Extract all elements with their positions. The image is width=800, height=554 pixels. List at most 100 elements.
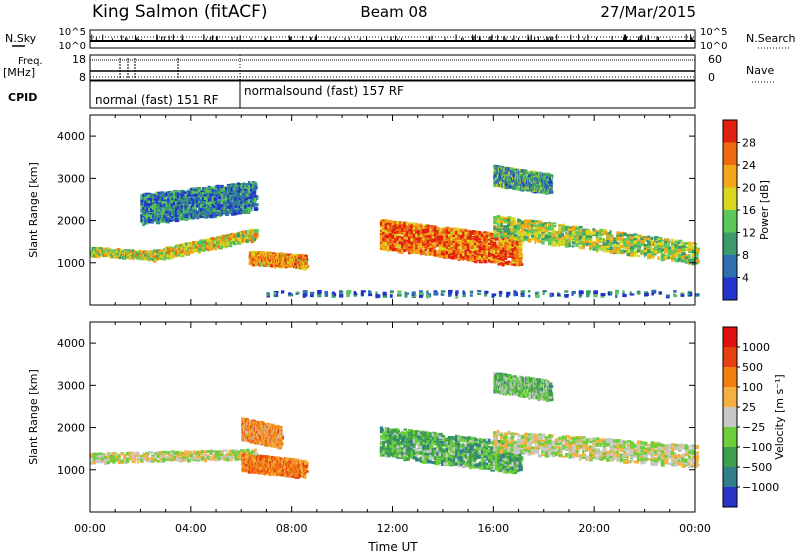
heatmap-cell — [464, 246, 466, 250]
heatmap-cell — [252, 191, 256, 194]
heatmap-cell — [455, 240, 457, 243]
heatmap-cell — [606, 235, 610, 238]
heatmap-cell — [500, 231, 503, 233]
station-title: King Salmon (fitACF) — [92, 2, 268, 22]
heatmap-cell — [420, 242, 422, 245]
heatmap-cell — [551, 243, 554, 246]
heatmap-cell — [545, 232, 548, 235]
heatmap-cell — [229, 199, 231, 202]
heatmap-cell — [575, 237, 579, 239]
heatmap-cell — [490, 240, 493, 243]
heatmap-cell — [493, 231, 496, 234]
heatmap-cell — [415, 247, 418, 249]
heatmap-cell — [177, 217, 179, 220]
heatmap-cell — [586, 236, 589, 238]
heatmap-cell — [429, 242, 431, 244]
heatmap-cell — [555, 243, 557, 247]
heatmap-cell — [516, 252, 518, 255]
heatmap-cell — [439, 233, 441, 235]
heatmap-cell — [579, 246, 582, 249]
heatmap-cell — [502, 263, 505, 267]
heatmap-cell — [422, 233, 424, 236]
heatmap-cell — [502, 253, 505, 257]
heatmap-cell — [446, 255, 448, 259]
heatmap-cell — [406, 242, 408, 246]
heatmap-cell — [460, 232, 462, 234]
heatmap-cell — [233, 196, 235, 199]
heatmap-cell — [504, 220, 508, 222]
heatmap-cell — [415, 250, 417, 253]
heatmap-cell — [142, 213, 144, 216]
heatmap-cell — [514, 263, 517, 266]
heatmap-cell — [254, 203, 257, 206]
heatmap-cell — [551, 234, 554, 238]
heatmap-cell — [490, 249, 492, 252]
heatmap-cell — [551, 222, 556, 224]
nsearch-tick-top: 10^5 — [700, 27, 727, 38]
heatmap-cell — [548, 226, 550, 229]
heatmap-cell — [500, 233, 504, 237]
heatmap-cell — [579, 226, 583, 229]
heatmap-cell — [380, 230, 382, 232]
heatmap-cell — [562, 240, 566, 242]
freq-tick-top: 18 — [72, 53, 86, 66]
nsky-panel: N.Sky 10^5 10^0 10^5 10^0 N.Search — [5, 27, 796, 52]
heatmap-cell — [488, 232, 490, 235]
heatmap-cell — [483, 239, 485, 241]
heatmap-cell — [420, 241, 422, 243]
heatmap-cell — [497, 215, 500, 218]
heatmap-cell — [603, 238, 605, 240]
heatmap-cell — [493, 250, 495, 253]
heatmap-cell — [254, 186, 256, 189]
heatmap-cell — [486, 250, 488, 253]
heatmap-cell — [457, 249, 459, 252]
heatmap-cell — [427, 224, 429, 227]
heatmap-cell — [183, 201, 185, 204]
heatmap-cell — [162, 210, 164, 213]
heatmap-cell — [493, 216, 497, 219]
heatmap-cell — [450, 228, 453, 230]
heatmap-cell — [488, 240, 490, 242]
heatmap-cell — [415, 231, 418, 234]
heatmap-cell — [441, 228, 443, 232]
heatmap-cell — [483, 247, 485, 251]
heatmap-cell — [450, 241, 453, 245]
heatmap-cell — [472, 249, 474, 251]
heatmap-cell — [521, 237, 523, 240]
heatmap-cell — [572, 236, 574, 239]
power-panel: 1000200030004000 Slant Range [km] 282420… — [27, 115, 771, 305]
heatmap-cell — [510, 230, 514, 232]
heatmap-cell — [531, 237, 534, 240]
heatmap-cell — [455, 235, 457, 238]
heatmap-cell — [610, 230, 612, 234]
heatmap-cell — [579, 236, 581, 240]
heatmap-cell — [238, 205, 240, 208]
heatmap-cell — [528, 228, 530, 230]
heatmap-cell — [521, 229, 523, 233]
heatmap-cell — [507, 250, 509, 252]
heatmap-cell — [394, 231, 396, 234]
heatmap-cell — [213, 197, 217, 201]
heatmap-cell — [413, 240, 415, 242]
heatmap-cell — [254, 238, 256, 240]
heatmap-cell — [497, 233, 499, 235]
heatmap-cell — [483, 260, 487, 263]
heatmap-cell — [582, 246, 585, 250]
heatmap-cell — [217, 190, 219, 194]
heatmap-cell — [517, 236, 520, 239]
heatmap-cell — [517, 219, 521, 222]
heatmap-cell — [534, 240, 536, 244]
heatmap-cell — [541, 229, 545, 232]
heatmap-cell — [562, 224, 565, 226]
heatmap-cell — [538, 223, 542, 227]
heatmap-cell — [427, 235, 430, 238]
heatmap-cell — [229, 211, 231, 214]
heatmap-cell — [389, 245, 391, 247]
nsearch-tick-bottom: 10^0 — [700, 41, 727, 52]
heatmap-cell — [514, 225, 518, 228]
heatmap-cell — [432, 238, 435, 242]
heatmap-cell — [507, 233, 511, 236]
heatmap-cell — [575, 231, 579, 235]
heatmap-cell — [413, 233, 415, 235]
